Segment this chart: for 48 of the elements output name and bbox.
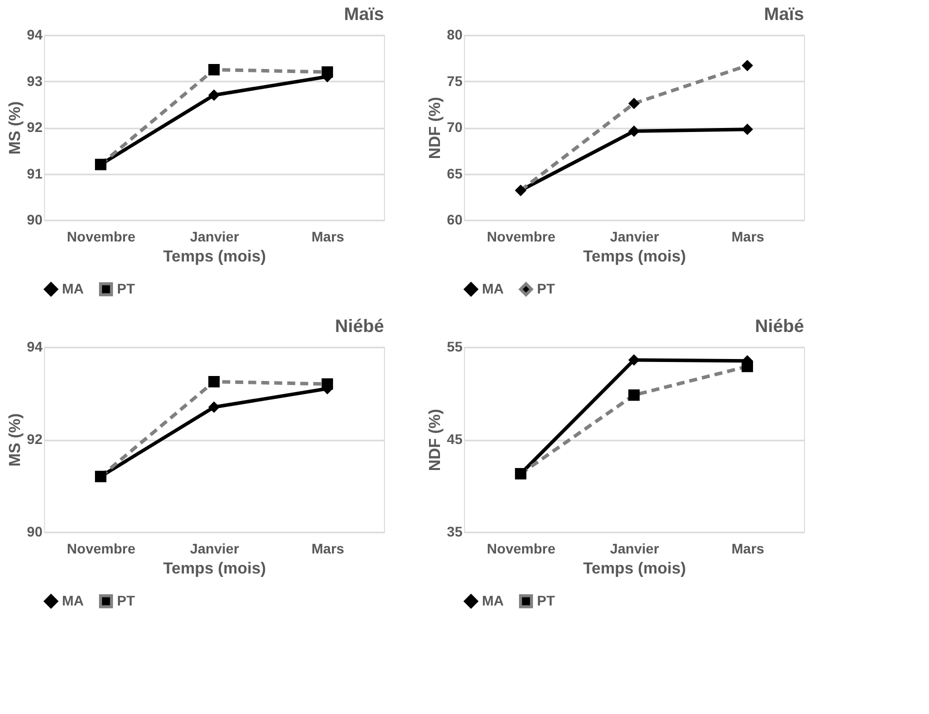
x-tick-label: Janvier bbox=[190, 228, 240, 244]
x-tick-label: Mars bbox=[731, 540, 764, 556]
y-tick-label: 90 bbox=[26, 524, 43, 540]
y-tick-label: 90 bbox=[26, 212, 43, 228]
chart-title: Niébé bbox=[754, 316, 804, 336]
legend-label: MA bbox=[482, 592, 504, 608]
x-axis-title: Temps (mois) bbox=[163, 560, 266, 578]
y-axis-title: NDF (%) bbox=[426, 96, 444, 160]
x-tick-label: Janvier bbox=[610, 540, 660, 556]
y-tick-label: 70 bbox=[446, 119, 463, 135]
y-tick-label: 93 bbox=[26, 72, 43, 89]
y-tick-label: 55 bbox=[446, 338, 463, 354]
legend-label: MA bbox=[62, 592, 84, 608]
legend-label: PT bbox=[117, 592, 136, 608]
x-tick-label: Janvier bbox=[610, 228, 660, 244]
y-tick-label: 45 bbox=[446, 431, 463, 447]
x-axis-title: Temps (mois) bbox=[583, 560, 686, 578]
legend-label: PT bbox=[537, 592, 556, 608]
y-tick-label: 80 bbox=[446, 26, 463, 42]
x-tick-label: Mars bbox=[311, 540, 344, 556]
y-tick-label: 94 bbox=[26, 26, 43, 42]
y-tick-label: 92 bbox=[26, 119, 43, 135]
y-tick-label: 91 bbox=[26, 165, 43, 182]
chart-title: Maïs bbox=[344, 4, 384, 24]
y-axis-title: NDF (%) bbox=[426, 408, 444, 472]
legend-label: MA bbox=[482, 280, 504, 296]
chart-title: Maïs bbox=[764, 4, 804, 24]
x-axis-title: Temps (mois) bbox=[163, 248, 266, 266]
y-axis-title: MS (%) bbox=[6, 101, 24, 155]
x-tick-label: Novembre bbox=[486, 540, 556, 556]
x-tick-label: Mars bbox=[731, 228, 764, 244]
x-tick-label: Mars bbox=[311, 228, 344, 244]
y-axis-title: MS (%) bbox=[6, 413, 24, 467]
y-tick-label: 60 bbox=[446, 212, 463, 228]
x-axis-title: Temps (mois) bbox=[583, 248, 686, 266]
y-tick-label: 92 bbox=[26, 431, 43, 447]
x-tick-label: Novembre bbox=[486, 228, 556, 244]
legend-label: PT bbox=[117, 280, 136, 296]
x-tick-label: Novembre bbox=[66, 228, 136, 244]
legend-label: MA bbox=[62, 280, 84, 296]
chart-title: Niébé bbox=[334, 316, 384, 336]
y-tick-label: 94 bbox=[26, 338, 43, 354]
legend-label: PT bbox=[537, 280, 556, 296]
y-tick-label: 35 bbox=[446, 524, 463, 540]
y-tick-label: 75 bbox=[446, 72, 463, 89]
x-tick-label: Novembre bbox=[66, 540, 136, 556]
y-tick-label: 65 bbox=[446, 165, 463, 182]
x-tick-label: Janvier bbox=[190, 540, 240, 556]
